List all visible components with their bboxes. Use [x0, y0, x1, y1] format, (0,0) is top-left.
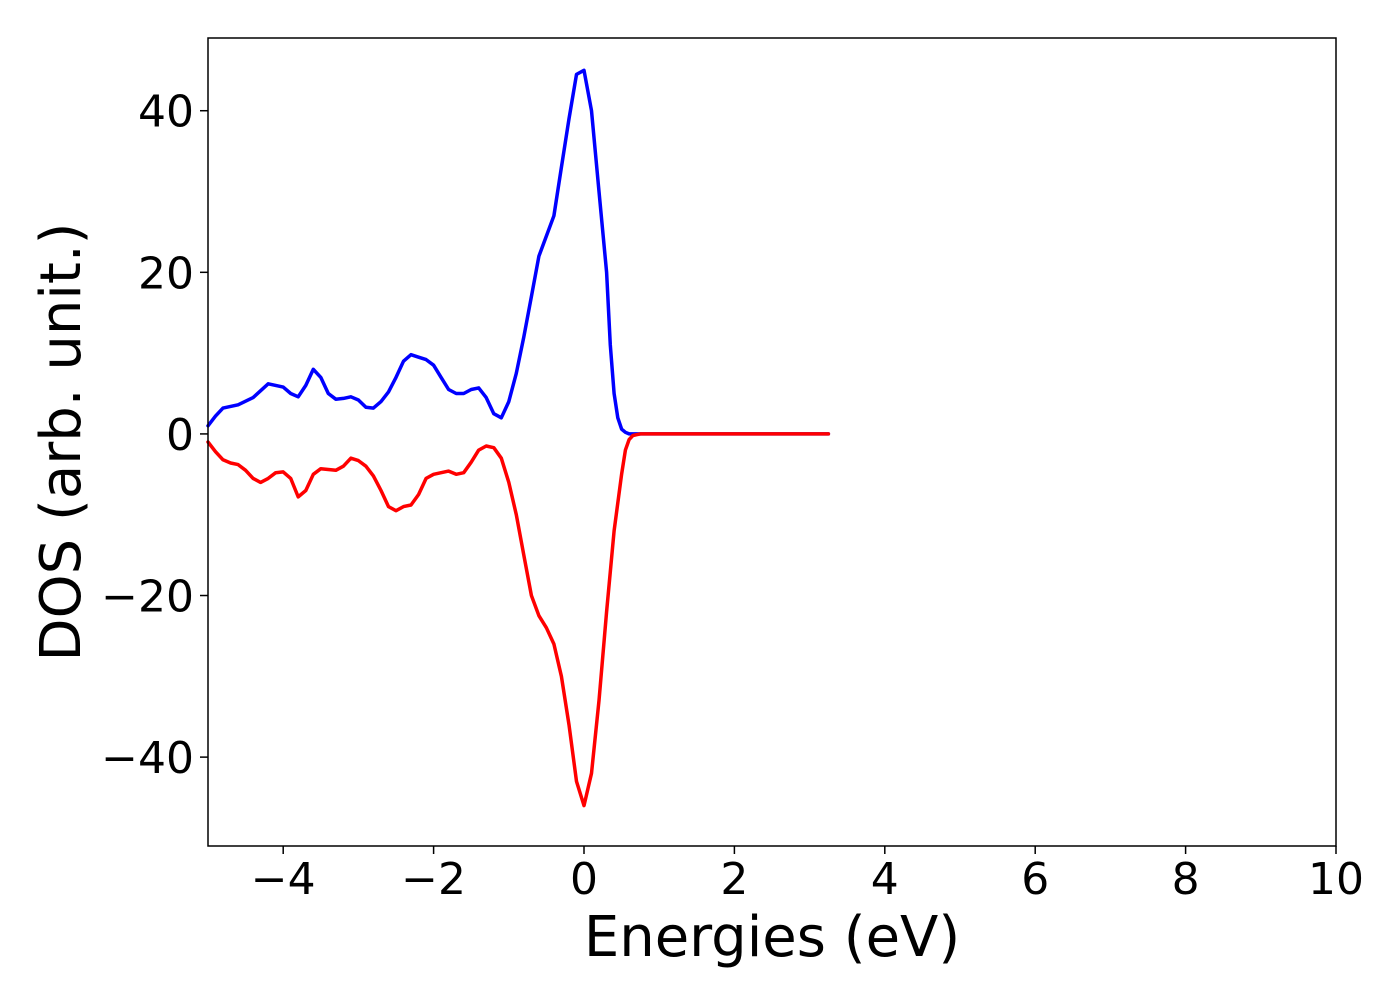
x-axis-ticks: −4 −2 0 2 4 6 8 10 — [251, 846, 1364, 905]
y-axis-ticks: −40 −20 0 20 40 — [101, 87, 208, 784]
series-line-2 — [206, 432, 831, 808]
x-tick-label: 8 — [1172, 854, 1200, 905]
x-tick-label: 6 — [1021, 854, 1049, 905]
y-tick-label: 20 — [138, 248, 194, 299]
x-tick-label: 0 — [570, 854, 598, 905]
y-tick-label: 0 — [166, 410, 194, 461]
x-tick-label: 4 — [871, 854, 899, 905]
y-axis-label: DOS (arb. unit.) — [29, 222, 94, 661]
x-tick-label: −4 — [251, 854, 316, 905]
x-tick-label: −2 — [401, 854, 466, 905]
y-tick-label: 40 — [138, 87, 194, 138]
x-axis-label: Energies (eV) — [584, 905, 960, 970]
y-tick-label: −40 — [101, 733, 194, 784]
plot-frame — [207, 37, 1337, 847]
x-tick-label: 10 — [1308, 854, 1364, 905]
y-tick-label: −20 — [101, 572, 194, 623]
series-layer — [206, 68, 831, 808]
x-tick-label: 2 — [720, 854, 748, 905]
